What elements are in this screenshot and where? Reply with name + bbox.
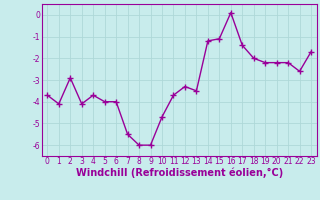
X-axis label: Windchill (Refroidissement éolien,°C): Windchill (Refroidissement éolien,°C) bbox=[76, 168, 283, 178]
